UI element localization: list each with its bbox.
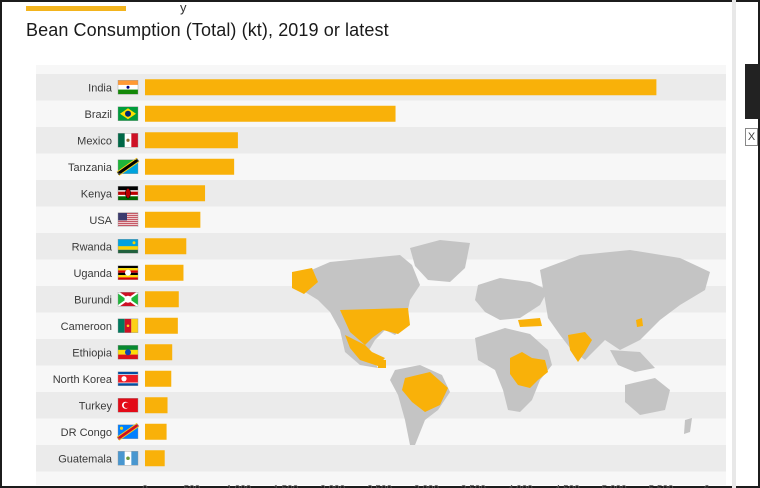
bar-dr-congo[interactable]: [145, 423, 167, 440]
india-flag-icon: [117, 80, 139, 95]
x-tick-label: 4,000: [508, 484, 533, 488]
bar-uganda[interactable]: [145, 264, 184, 281]
category-label: India: [88, 82, 113, 94]
bar-north-korea[interactable]: [145, 370, 172, 387]
x-axis-ticks: 0 500 1,000 1,500 2,000 2,500 3,000 3,500 4,000 4…: [142, 484, 712, 488]
mexico-flag-icon: [117, 133, 139, 148]
map-usa: [340, 308, 410, 345]
cameroon-flag-icon: [117, 318, 139, 333]
flag-icons: [116, 80, 140, 466]
map-europe: [475, 278, 548, 320]
x-tick-label: 500: [184, 484, 201, 488]
x-tick-label: 1,500: [273, 484, 298, 488]
uganda-flag-icon: [117, 265, 139, 280]
x-tick-label: 2,500: [367, 484, 392, 488]
x-tick-label: 1,000: [226, 484, 251, 488]
x-tick-label: 6,: [704, 484, 712, 488]
bar-tanzania[interactable]: [145, 158, 235, 175]
map-north-korea: [636, 318, 643, 327]
map-mexico: [345, 335, 385, 366]
bar-usa[interactable]: [145, 211, 201, 228]
x-tick-label: 3,500: [461, 484, 486, 488]
bar-india[interactable]: [145, 79, 657, 96]
side-ad-widget[interactable]: [745, 64, 760, 119]
close-ad-button[interactable]: X: [745, 128, 758, 146]
x-tick-label: 4,500: [555, 484, 580, 488]
row-band: [36, 127, 726, 154]
map-brazil: [402, 372, 448, 412]
map-greenland: [410, 240, 470, 282]
bar-burundi[interactable]: [145, 291, 179, 308]
category-label: Tanzania: [68, 162, 113, 174]
category-label: DR Congo: [61, 427, 112, 439]
brazil-flag-icon: [117, 106, 139, 121]
burundi-flag-icon: [117, 291, 139, 308]
map-guatemala: [378, 360, 386, 368]
row-band: [36, 392, 726, 419]
x-tick-label: 5,500: [649, 484, 674, 488]
row-band: [36, 445, 726, 472]
bar-cameroon[interactable]: [145, 317, 178, 334]
category-label: Turkey: [79, 400, 113, 412]
map-india: [568, 332, 592, 362]
page-scroll-edge: [732, 0, 736, 488]
tanzania-flag-icon: [116, 157, 140, 176]
map-africa-beans: [510, 352, 548, 388]
usa-flag-icon: [117, 212, 139, 227]
rwanda-flag-icon: [117, 239, 139, 254]
category-label: Ethiopia: [72, 347, 113, 359]
ethiopia-flag-icon: [117, 345, 139, 360]
category-label: North Korea: [53, 374, 113, 386]
bars: [145, 79, 657, 467]
map-southeast-asia: [610, 350, 655, 372]
north-korea-flag-icon: [117, 371, 139, 386]
bar-kenya[interactable]: [145, 185, 206, 202]
guatemala-flag-icon: [117, 451, 139, 466]
cut-off-heading: y: [180, 0, 187, 15]
x-tick-label: 2,000: [320, 484, 345, 488]
map-turkey: [518, 318, 542, 327]
category-label: Mexico: [77, 135, 112, 147]
category-label: Cameroon: [61, 321, 112, 333]
bar-mexico[interactable]: [145, 132, 238, 149]
kenya-flag-icon: [117, 186, 139, 201]
bar-ethiopia[interactable]: [145, 344, 173, 361]
bar-guatemala[interactable]: [145, 450, 165, 467]
category-label: Rwanda: [72, 241, 113, 253]
row-band: [36, 180, 726, 207]
bar-brazil[interactable]: [145, 105, 396, 122]
category-label: Kenya: [81, 188, 113, 200]
bar-turkey[interactable]: [145, 397, 168, 414]
x-tick-label: 3,000: [414, 484, 439, 488]
category-label: Brazil: [84, 109, 112, 121]
map-new-zealand: [684, 418, 692, 434]
category-label: USA: [89, 215, 112, 227]
category-label: Uganda: [73, 268, 112, 280]
map-australia: [625, 378, 670, 415]
map-alaska-canada-north: [292, 268, 318, 294]
dr-congo-flag-icon: [116, 422, 140, 441]
category-labels: India Brazil Mexico Tanzania Kenya USA Rwanda U…: [53, 82, 113, 465]
turkey-flag-icon: [117, 398, 139, 413]
world-map-background: [292, 240, 710, 445]
category-label: Burundi: [74, 294, 112, 306]
category-label: Guatemala: [58, 453, 113, 465]
title-accent-bar: [26, 6, 126, 11]
chart-title: Bean Consumption (Total) (kt), 2019 or l…: [26, 20, 389, 40]
x-tick-label: 5,000: [602, 484, 627, 488]
x-tick-label: 0: [142, 484, 148, 488]
bar-rwanda[interactable]: [145, 238, 187, 255]
